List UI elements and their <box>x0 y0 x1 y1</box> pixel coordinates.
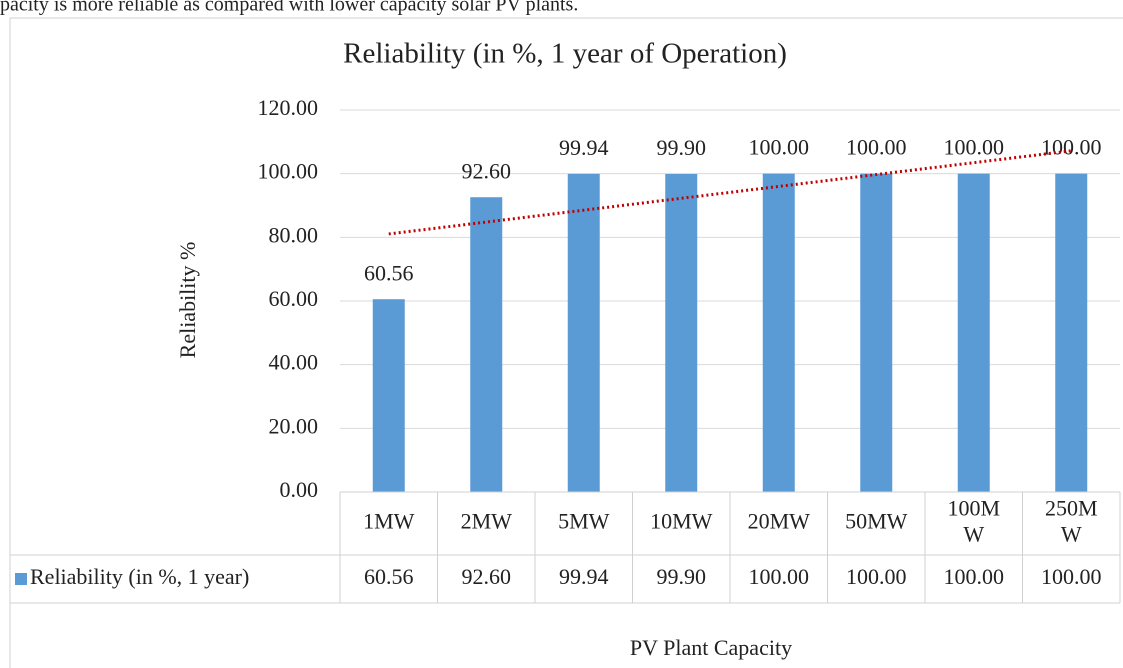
bar <box>470 197 503 492</box>
bar <box>957 173 990 492</box>
bar <box>372 299 405 492</box>
legend-label: Reliability (in %, 1 year) <box>30 564 249 589</box>
y-tick-label: 20.00 <box>269 413 319 438</box>
table-value: 99.90 <box>657 564 707 589</box>
y-axis-label: Reliability % <box>175 242 200 359</box>
y-tick-label: 80.00 <box>269 222 319 247</box>
table-value: 100.00 <box>1041 564 1102 589</box>
y-tick-label: 60.00 <box>269 286 319 311</box>
x-tick-label: 50MW <box>845 509 908 534</box>
bar <box>1055 173 1088 492</box>
legend-swatch <box>15 573 27 585</box>
table-value: 100.00 <box>944 564 1005 589</box>
page-text: pacity is more reliable as compared with… <box>0 0 578 16</box>
x-tick-label: 250M W <box>1045 496 1098 547</box>
y-tick-label: 120.00 <box>258 95 319 120</box>
data-label: 99.94 <box>559 135 609 160</box>
data-label: 100.00 <box>846 135 907 160</box>
y-tick-label: 40.00 <box>269 350 319 375</box>
table-value: 99.94 <box>559 564 609 589</box>
x-tick-label: 20MW <box>748 509 811 534</box>
data-label: 92.60 <box>462 158 512 183</box>
data-label: 100.00 <box>749 135 810 160</box>
bar <box>665 173 698 493</box>
data-label: 100.00 <box>944 135 1005 160</box>
y-tick-label: 0.00 <box>280 477 319 502</box>
table-value: 100.00 <box>846 564 907 589</box>
y-tick-label: 100.00 <box>258 159 319 184</box>
bar <box>860 173 893 492</box>
data-label: 100.00 <box>1041 135 1102 160</box>
data-label: 99.90 <box>657 135 707 160</box>
table-value: 60.56 <box>364 564 414 589</box>
chart-title: Reliability (in %, 1 year of Operation) <box>343 38 787 70</box>
bar <box>567 173 600 492</box>
x-tick-label: 100M W <box>947 496 1000 547</box>
x-tick-label: 1MW <box>363 509 415 534</box>
x-tick-label: 2MW <box>461 509 513 534</box>
table-value: 92.60 <box>462 564 512 589</box>
data-label: 60.56 <box>364 260 414 285</box>
bar <box>762 173 795 492</box>
chart-frame <box>9 17 1123 668</box>
x-tick-label: 5MW <box>558 509 610 534</box>
x-tick-label: 10MW <box>650 509 713 534</box>
table-value: 100.00 <box>749 564 810 589</box>
x-axis-label: PV Plant Capacity <box>630 635 792 660</box>
